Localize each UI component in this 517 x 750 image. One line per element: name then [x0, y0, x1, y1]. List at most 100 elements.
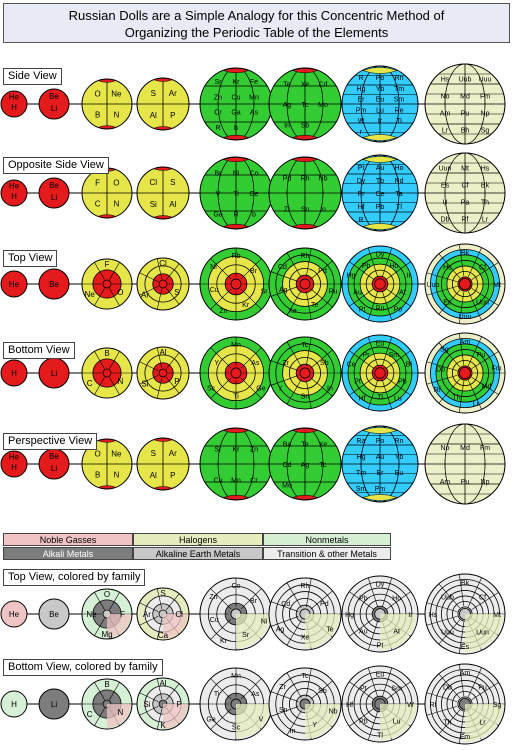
- element-label: Tc: [320, 462, 328, 469]
- element-label: Cd: [278, 264, 287, 271]
- element-label: Tl: [377, 732, 383, 739]
- element-label: C: [87, 710, 93, 719]
- element-label: Eu: [395, 470, 404, 477]
- sphere-6-7: Am Pu Sg Lr Fm Th Rf Db: [424, 663, 506, 745]
- element-label: Lr: [442, 128, 449, 135]
- element-label: Ho: [395, 165, 404, 172]
- element-label: Bk: [481, 183, 490, 190]
- element-label: Pd: [320, 601, 329, 608]
- sphere-1-1: Be Li: [38, 177, 70, 209]
- element-label: Mn: [231, 673, 241, 680]
- element-label: Tb: [376, 178, 384, 185]
- sphere-4-7: No Md Fm Am Pu Np: [424, 423, 506, 505]
- element-label: Mt: [493, 282, 501, 289]
- element-label: Sg: [440, 346, 449, 353]
- element-label: In: [320, 206, 326, 213]
- element-label: Ar: [169, 89, 177, 98]
- element-label: Tc: [302, 102, 310, 109]
- element-label: Kr: [233, 79, 241, 86]
- element-label: Es: [461, 644, 470, 651]
- element-label: Pr: [358, 191, 366, 198]
- element-label: Pb: [362, 263, 371, 270]
- element-label: Es: [441, 183, 450, 190]
- element-label: Be: [49, 610, 59, 619]
- element-label: Bh: [461, 128, 470, 135]
- element-label: B: [95, 471, 100, 480]
- element-label: N: [113, 200, 119, 209]
- element-label: Xe: [319, 442, 328, 449]
- element-label: R: [233, 211, 238, 218]
- sphere-3-2: B N C: [81, 347, 133, 399]
- element-label: N: [118, 708, 124, 717]
- element-label: Lu: [393, 719, 401, 726]
- element-label: S: [170, 178, 175, 187]
- element-label: Nb: [329, 708, 338, 715]
- element-label: Tc: [302, 342, 310, 349]
- element-label: Fm: [491, 365, 501, 372]
- sphere-row-2: He Be F O Ne Cl S Ar Rb Br Sr Kr Zn Cu Ni Rh Pd Ru Te Xe Ag C…: [0, 243, 506, 325]
- element-label: Am: [440, 479, 451, 486]
- element-label: Co: [250, 171, 259, 178]
- element-label: Rb: [232, 253, 241, 260]
- family-legend: Noble Gasses Halogens Nonmetals Alkali Meta…: [3, 533, 391, 561]
- element-label: Ar: [169, 449, 177, 458]
- element-label: P: [170, 471, 175, 480]
- sphere-4-6: Ra Po Rn Hg Au Yb Tm Er Eu Sm Pm: [341, 425, 419, 503]
- element-label: b: [252, 211, 256, 218]
- element-label: Cr: [214, 110, 222, 117]
- element-label: H: [11, 463, 17, 472]
- element-label: Y: [278, 385, 283, 392]
- element-label: Po: [376, 438, 385, 445]
- element-label: Ho: [392, 595, 401, 602]
- element-label: H: [11, 192, 17, 201]
- element-label: Hg: [345, 612, 354, 619]
- element-label: In: [327, 385, 333, 392]
- element-label: Bi: [406, 362, 413, 369]
- sphere-5-5: Rh Pd Te Xe Ag Cd: [268, 577, 342, 651]
- sphere-6-5: Tc Sb Nb Y In Sn Zr: [268, 667, 342, 741]
- element-label: Tc: [302, 673, 310, 680]
- element-label: Ni: [210, 264, 217, 271]
- element-label: Be: [49, 452, 59, 461]
- element-label: Md: [460, 445, 470, 452]
- element-label: Yb: [395, 454, 404, 461]
- element-label: Hs: [481, 166, 490, 173]
- element-label: Pm: [356, 107, 367, 114]
- element-label: Cr: [250, 477, 258, 484]
- element-label: Er: [358, 97, 366, 104]
- element-label: R: [215, 125, 220, 132]
- row-label-5: Top View, colored by family: [3, 569, 146, 586]
- element-label: Ir: [408, 612, 413, 619]
- element-label: Au: [359, 629, 368, 636]
- element-label: Au: [353, 289, 362, 296]
- element-label: Al: [159, 348, 166, 357]
- sphere-5-6: Dy Ho Ir At Pt Au Hg Pb: [341, 575, 419, 653]
- element-label: b: [234, 125, 238, 132]
- element-label: Dy: [376, 252, 385, 259]
- sphere-4-2: O Ne B N: [81, 438, 133, 490]
- element-label: He: [9, 92, 20, 101]
- element-label: Yb: [376, 86, 385, 93]
- element-label: Am: [440, 111, 451, 118]
- element-label: H: [11, 103, 17, 112]
- element-label: Zn: [250, 447, 258, 454]
- element-label: Pu: [477, 352, 486, 359]
- element-label: Ag: [279, 287, 288, 294]
- element-label: O: [117, 288, 123, 297]
- element-label: Ag: [283, 102, 292, 109]
- element-label: Cl: [159, 259, 167, 268]
- sphere-6-0: H: [0, 690, 28, 718]
- element-label: Hg: [357, 86, 366, 93]
- element-label: Eu: [376, 341, 385, 348]
- sphere-5-3: S Cl Ca Ar: [136, 587, 190, 641]
- element-label: Zr: [282, 360, 289, 367]
- element-label: Cd: [319, 82, 328, 89]
- element-label: Ba: [283, 442, 292, 449]
- element-label: Sn: [301, 393, 310, 400]
- sphere-6-4: Mn As V Sc Ge Ti: [199, 667, 273, 741]
- element-label: Ar: [143, 610, 151, 619]
- sphere-0-4: Sr Kr Fe Zn Cu Mn Cr Ga As R b: [199, 67, 273, 141]
- element-label: Pt: [360, 685, 367, 692]
